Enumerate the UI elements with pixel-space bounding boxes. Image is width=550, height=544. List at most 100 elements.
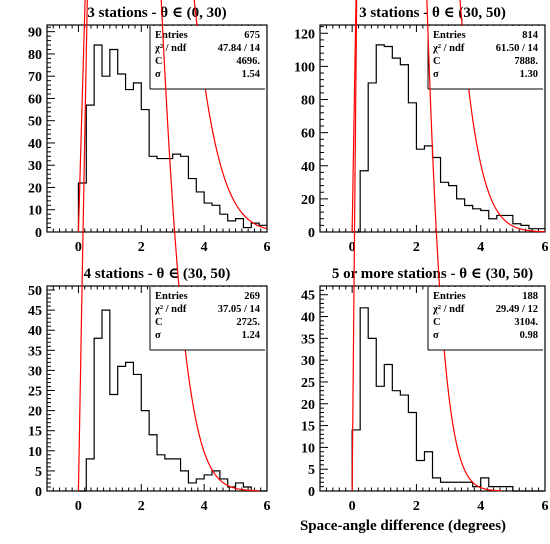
stats-value: 188 [522, 291, 538, 302]
y-tick-label: 40 [28, 137, 42, 152]
y-tick-label: 10 [28, 445, 42, 460]
x-tick-label: 2 [138, 499, 145, 514]
x-tick-label: 6 [264, 499, 271, 514]
stats-label: σ [155, 330, 161, 341]
stats-value: 61.50 / 14 [496, 43, 539, 54]
x-tick-label: 0 [75, 499, 82, 514]
panel-title: 3 stations - θ ∈ (0, 30) [87, 5, 226, 21]
panel-2: 3 stations - θ ∈ (30, 50)0 2 4 602040608010… [294, 0, 549, 255]
histogram-series [77, 44, 267, 232]
stats-label: χ² / ndf [432, 304, 465, 315]
y-tick-label: 40 [301, 311, 315, 326]
x-axis-label: Space-angle difference (degrees) [299, 518, 507, 534]
y-tick-label: 30 [301, 354, 315, 369]
x-tick-label: 4 [477, 499, 484, 514]
y-tick-label: 50 [28, 284, 42, 299]
x-tick-label: 6 [264, 240, 271, 255]
panel-4: 5 or more stations - θ ∈ (30, 50)0 2 4 6051… [301, 0, 549, 514]
y-tick-label: 80 [28, 48, 42, 63]
stats-label: σ [433, 330, 439, 341]
plot-frame [46, 24, 268, 233]
x-tick-label: 0 [349, 499, 356, 514]
stats-value: 29.49 / 12 [496, 304, 538, 315]
stats-label: Entries [433, 291, 466, 302]
stats-label: χ² / ndf [154, 43, 187, 54]
y-tick-label: 35 [28, 344, 42, 359]
stats-value: 1.24 [242, 330, 261, 341]
histogram-series [352, 44, 545, 233]
y-tick-label: 80 [301, 94, 315, 109]
x-tick-label: 4 [477, 240, 484, 255]
y-tick-label: 5 [308, 463, 315, 478]
stats-label: C [433, 317, 441, 328]
y-tick-label: 100 [294, 60, 315, 75]
stats-value: 37.05 / 14 [218, 304, 261, 315]
y-tick-label: 5 [35, 465, 42, 480]
y-tick-label: 0 [308, 226, 315, 241]
stats-label: χ² / ndf [154, 304, 187, 315]
y-tick-label: 40 [28, 324, 42, 339]
stats-box [428, 26, 543, 89]
stats-label: σ [155, 69, 161, 80]
stats-box [150, 287, 265, 350]
x-tick-label: 0 [349, 240, 356, 255]
y-tick-label: 0 [308, 485, 315, 500]
x-tick-label: 2 [413, 499, 420, 514]
x-tick-label: 0 [75, 240, 82, 255]
stats-value: 7888. [514, 56, 538, 67]
stats-value: 1.54 [242, 69, 261, 80]
y-tick-label: 35 [301, 332, 315, 347]
y-tick-label: 90 [28, 26, 42, 41]
x-tick-label: 4 [201, 240, 208, 255]
y-tick-label: 15 [301, 420, 315, 435]
stats-value: 1.30 [520, 69, 538, 80]
x-tick-label: 6 [542, 499, 549, 514]
stats-value: 675 [244, 30, 260, 41]
stats-label: C [155, 56, 163, 67]
stats-box [150, 26, 265, 89]
panel-title: 4 stations - θ ∈ (30, 50) [84, 266, 231, 282]
y-tick-label: 15 [28, 425, 42, 440]
y-tick-label: 25 [301, 376, 315, 391]
fit-curve [351, 0, 546, 233]
stats-value: 814 [522, 30, 539, 41]
y-tick-label: 0 [35, 485, 42, 500]
y-tick-label: 120 [294, 27, 315, 42]
stats-value: 47.84 / 14 [218, 43, 261, 54]
histogram-series [351, 307, 545, 492]
y-tick-label: 50 [28, 115, 42, 130]
y-tick-label: 20 [301, 193, 315, 208]
panel-1: 3 stations - θ ∈ (0, 30)0 2 4 6010203040506… [28, 0, 271, 255]
y-tick-label: 60 [301, 127, 315, 142]
y-tick-label: 10 [28, 204, 42, 219]
y-tick-label: 60 [28, 92, 42, 107]
y-tick-label: 70 [28, 70, 42, 85]
x-tick-label: 6 [542, 240, 549, 255]
plot-frame [46, 285, 268, 492]
y-tick-label: 0 [35, 226, 42, 241]
stats-value: 3104. [514, 317, 538, 328]
panel-title: 5 or more stations - θ ∈ (30, 50) [332, 266, 533, 282]
y-tick-label: 45 [28, 304, 42, 319]
plot-frame [319, 285, 546, 492]
fit-curve [77, 0, 268, 233]
y-tick-label: 45 [301, 289, 315, 304]
y-tick-label: 30 [28, 159, 42, 174]
x-tick-label: 2 [138, 240, 145, 255]
stats-label: σ [433, 69, 439, 80]
stats-value: 0.98 [520, 330, 538, 341]
y-tick-label: 10 [301, 441, 315, 456]
plot-frame [319, 24, 546, 233]
stats-label: Entries [433, 30, 466, 41]
stats-label: Entries [155, 291, 188, 302]
panel-3: 4 stations - θ ∈ (30, 50)0 2 4 605101520253… [28, 0, 271, 514]
stats-box [428, 287, 543, 350]
x-tick-label: 4 [201, 499, 208, 514]
y-tick-label: 25 [28, 385, 42, 400]
fit-curve [351, 0, 502, 492]
stats-label: Entries [155, 30, 188, 41]
y-tick-label: 20 [28, 181, 42, 196]
y-tick-label: 30 [28, 364, 42, 379]
stats-value: 4696. [236, 56, 260, 67]
